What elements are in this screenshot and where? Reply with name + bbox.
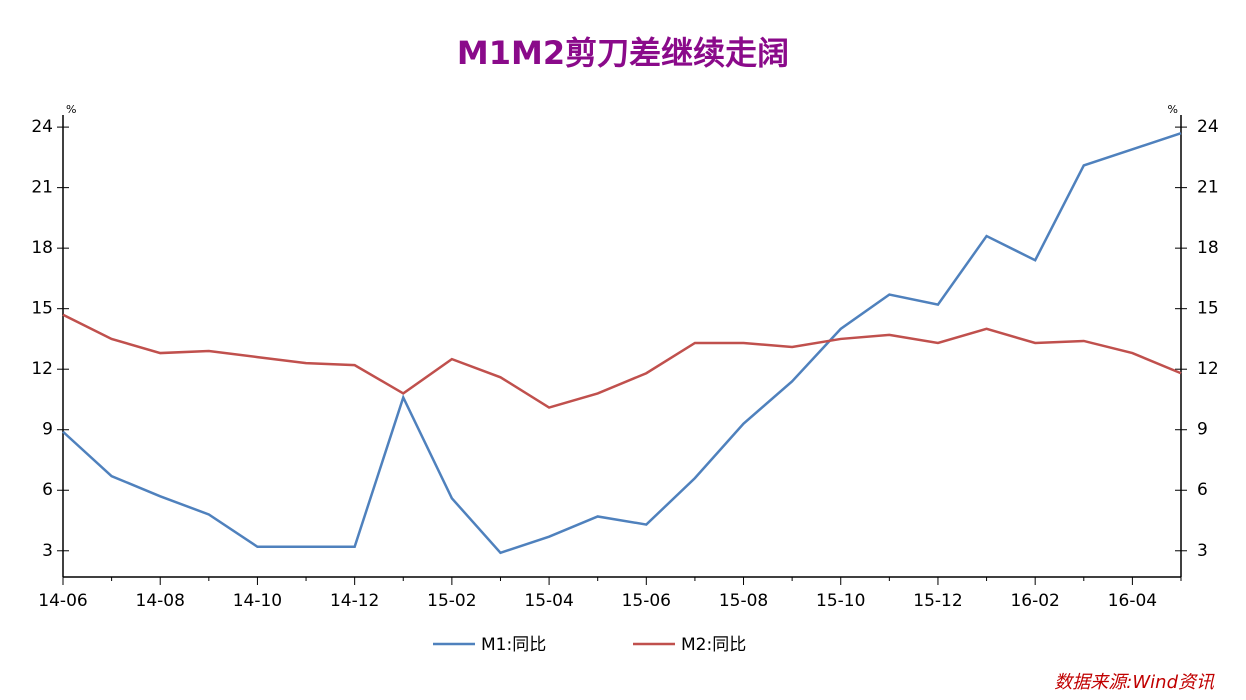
x-tick-label: 16-02 [1010,591,1059,611]
y2-tick-label: 24 [1197,117,1219,137]
y2-tick-label: 12 [1197,359,1219,379]
source-note: 数据来源:Wind资讯 [1054,672,1215,693]
x-tick-label: 16-04 [1108,591,1157,611]
y2-unit: % [1168,103,1178,116]
series-line [62,131,1182,555]
y2-tick-label: 18 [1197,238,1219,258]
y2-tick-label: 9 [1197,420,1208,440]
y2-tick-label: 6 [1197,480,1208,500]
x-tick-label: 14-10 [233,591,282,611]
legend-label: M2:同比 [681,635,746,655]
y-tick-label: 18 [31,238,53,258]
x-tick-label: 15-02 [427,591,476,611]
y2-tick-label: 21 [1197,178,1219,198]
y2-tick-label: 3 [1197,541,1208,561]
chart-title: M1M2剪刀差继续走阔 [457,34,789,72]
x-tick-label: 15-10 [816,591,865,611]
y2-tick-label: 15 [1197,299,1219,319]
x-tick-label: 15-08 [719,591,768,611]
y-tick-label: 21 [31,178,53,198]
x-tick-label: 15-04 [524,591,573,611]
x-tick-label: 14-06 [38,591,87,611]
y-tick-label: 6 [42,480,53,500]
y-tick-label: 12 [31,359,53,379]
y-tick-label: 15 [31,299,53,319]
y-unit: % [66,103,76,116]
series-line [62,313,1182,409]
y-tick-label: 9 [42,420,53,440]
x-tick-label: 14-08 [136,591,185,611]
y-tick-label: 3 [42,541,53,561]
x-tick-label: 15-06 [622,591,671,611]
legend-label: M1:同比 [481,635,546,655]
x-tick-label: 14-12 [330,591,379,611]
x-tick-label: 15-12 [913,591,962,611]
y-tick-label: 24 [31,117,53,137]
